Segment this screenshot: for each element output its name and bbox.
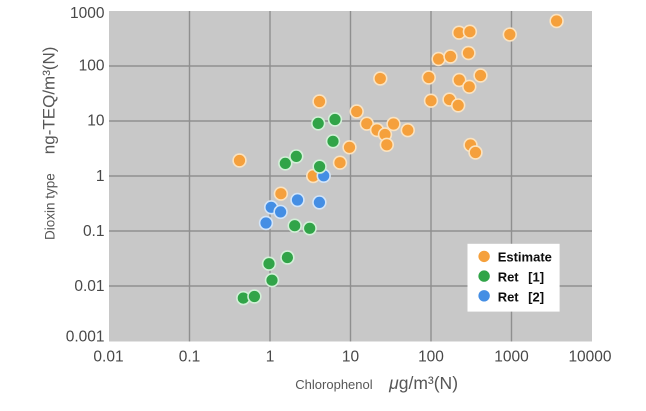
svg-text:0.1: 0.1 [179,349,201,366]
svg-text:1: 1 [266,349,275,366]
svg-text:0.01: 0.01 [93,349,123,366]
svg-text:Ret[1]: Ret [1] [498,269,544,284]
svg-text:0.01: 0.01 [74,278,104,295]
svg-text:0.001: 0.001 [66,329,105,346]
svg-text:100: 100 [79,58,105,75]
svg-text:10: 10 [87,113,105,130]
svg-text:Dioxin typeng-TEQ/m³(N): Dioxin typeng-TEQ/m³(N) [40,47,59,240]
svg-text:100: 100 [418,349,444,366]
svg-text:1000: 1000 [494,349,529,366]
svg-text:Estimate: Estimate [498,249,552,264]
svg-text:0.1: 0.1 [83,223,105,240]
svg-text:10000: 10000 [568,349,611,366]
svg-text:1: 1 [96,168,105,185]
svg-text:1000: 1000 [70,5,105,22]
svg-text:10: 10 [342,349,360,366]
